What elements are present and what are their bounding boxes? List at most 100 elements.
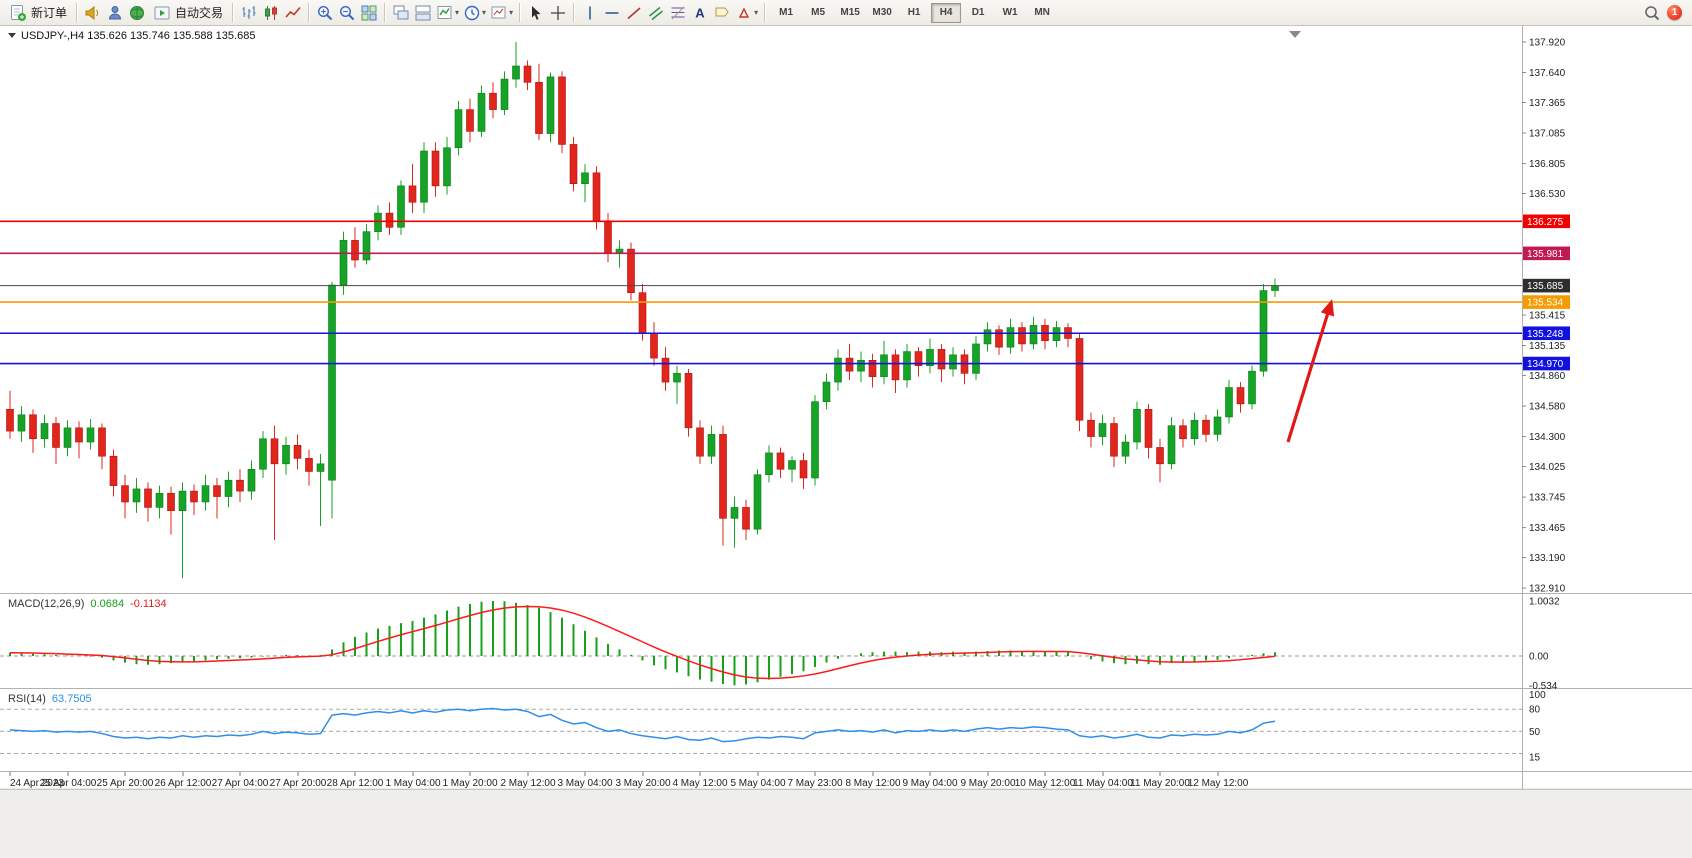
fibonacci-icon [671, 6, 685, 19]
trendline-tool-button[interactable] [623, 3, 645, 23]
svg-text:11 May 04:00: 11 May 04:00 [1073, 778, 1133, 789]
tf-h1[interactable]: H1 [907, 6, 921, 18]
arrange-windows-button[interactable] [412, 3, 434, 23]
svg-text:25 Apr 20:00: 25 Apr 20:00 [97, 778, 154, 789]
horizontal-line-icon [605, 11, 619, 14]
zoom-in-button[interactable] [314, 3, 336, 23]
svg-text:15: 15 [1529, 753, 1541, 764]
dropdown-caret[interactable]: ▾ [509, 8, 514, 17]
label-flag-icon [715, 7, 729, 16]
chart-area[interactable]: 137.920 137.640 137.365 137.085 136.805 136.5… [0, 26, 1692, 790]
new-order-button[interactable]: 新订单 [4, 3, 72, 23]
template-chart-icon [491, 6, 506, 18]
cursor-tool-button[interactable] [525, 3, 547, 23]
notification-badge[interactable]: 1 [1667, 5, 1682, 20]
tile-windows-icon [361, 5, 377, 20]
crosshair-tool-button[interactable] [547, 3, 569, 23]
speaker-icon [85, 5, 99, 20]
svg-text:137.085: 137.085 [1529, 129, 1566, 140]
label-tool-button[interactable] [711, 3, 733, 23]
auto-trading-button[interactable]: 自动交易 [148, 3, 228, 23]
person-icon [109, 5, 122, 19]
svg-text:27 Apr 20:00: 27 Apr 20:00 [270, 778, 327, 789]
svg-text:137.365: 137.365 [1529, 98, 1566, 109]
tf-m30[interactable]: M30 [872, 6, 892, 18]
cascade-windows-button[interactable] [390, 3, 412, 23]
tf-w1[interactable]: W1 [1002, 6, 1018, 18]
vertical-line-tool-button[interactable] [579, 3, 601, 23]
indicators-icon [437, 5, 452, 19]
zoom-out-button[interactable] [336, 3, 358, 23]
indicators-button[interactable]: ▾ [434, 3, 461, 23]
tf-mn[interactable]: MN [1034, 6, 1050, 18]
arrange-windows-icon [415, 5, 431, 20]
bar-chart-button[interactable] [238, 3, 260, 23]
dropdown-caret[interactable]: ▾ [455, 8, 460, 17]
svg-text:4 May 12:00: 4 May 12:00 [672, 778, 727, 789]
support-button[interactable] [126, 3, 148, 23]
svg-text:136.805: 136.805 [1529, 159, 1566, 170]
svg-text:9 May 20:00: 9 May 20:00 [960, 778, 1015, 789]
svg-text:11 May 20:00: 11 May 20:00 [1130, 778, 1190, 789]
text-tool-button[interactable]: A [689, 3, 711, 23]
horizontal-line-tool-button[interactable] [601, 3, 623, 23]
auto-trading-icon [154, 6, 170, 19]
window-footer [0, 790, 1692, 858]
line-chart-button[interactable] [282, 3, 304, 23]
toolbar: 新订单 自动交易 ▾ ▾ ▾ A ▾ M1 M5 M15 M30 H1 H4 D… [0, 0, 1692, 26]
svg-text:137.640: 137.640 [1529, 68, 1566, 79]
svg-text:100: 100 [1529, 690, 1546, 701]
svg-text:2 May 12:00: 2 May 12:00 [500, 778, 555, 789]
svg-text:12 May 12:00: 12 May 12:00 [1188, 778, 1249, 789]
search-button[interactable] [1641, 3, 1663, 23]
crosshair-icon [551, 5, 566, 20]
svg-text:8 May 12:00: 8 May 12:00 [845, 778, 900, 789]
svg-text:27 Apr 04:00: 27 Apr 04:00 [212, 778, 269, 789]
svg-text:RSI(14)63.7505: RSI(14) 63.7505 [8, 693, 92, 705]
svg-text:25 Apr 04:00: 25 Apr 04:00 [40, 778, 97, 789]
svg-text:USDJPY-,H4 135.626 135.746 13: USDJPY-,H4 135.626 135.746 135.588 135.6… [21, 30, 255, 42]
toolbar-separator [519, 3, 522, 22]
tf-d1[interactable]: D1 [971, 6, 985, 18]
cursor-icon [532, 5, 541, 20]
zoom-in-icon [318, 5, 333, 20]
trendline-icon [627, 6, 641, 19]
periods-button[interactable]: ▾ [461, 3, 488, 23]
candlestick-chart-button[interactable] [260, 3, 282, 23]
clock-icon [464, 5, 480, 20]
profile-button[interactable] [104, 3, 126, 23]
svg-text:24 Apr 2023: 24 Apr 2023 [10, 778, 64, 789]
toolbar-separator [76, 3, 79, 22]
alerts-button[interactable] [82, 3, 104, 23]
svg-text:9 May 04:00: 9 May 04:00 [902, 778, 957, 789]
svg-text:134.970: 134.970 [1527, 359, 1564, 370]
templates-button[interactable]: ▾ [488, 3, 515, 23]
svg-text:26 Apr 12:00: 26 Apr 12:00 [155, 778, 212, 789]
svg-text:134.300: 134.300 [1529, 432, 1566, 443]
tf-m1[interactable]: M1 [779, 6, 794, 18]
dropdown-caret[interactable]: ▾ [482, 8, 487, 17]
auto-trading-label: 自动交易 [175, 6, 224, 20]
candlestick-icon [265, 5, 278, 20]
tf-m5[interactable]: M5 [811, 6, 826, 18]
svg-text:135.685: 135.685 [1527, 281, 1564, 292]
search-icon [1645, 5, 1660, 20]
svg-text:1 May 20:00: 1 May 20:00 [442, 778, 497, 789]
channel-icon [649, 6, 664, 20]
svg-text:133.745: 133.745 [1529, 493, 1566, 504]
dropdown-caret[interactable]: ▾ [754, 8, 759, 17]
svg-text:3 May 04:00: 3 May 04:00 [557, 778, 612, 789]
fibonacci-tool-button[interactable] [667, 3, 689, 23]
svg-text:132.910: 132.910 [1529, 584, 1566, 595]
tf-h4[interactable]: H4 [931, 2, 962, 23]
ohlc-bars-icon [242, 5, 256, 19]
tf-m15[interactable]: M15 [840, 6, 860, 18]
shapes-tool-button[interactable]: ▾ [733, 3, 760, 23]
tile-windows-button[interactable] [358, 3, 380, 23]
vertical-line-icon [589, 6, 591, 19]
channel-tool-button[interactable] [645, 3, 667, 23]
new-order-label: 新订单 [31, 6, 68, 20]
svg-text:A: A [695, 5, 705, 20]
svg-text:-0.534: -0.534 [1529, 681, 1558, 692]
svg-text:136.530: 136.530 [1529, 189, 1566, 200]
